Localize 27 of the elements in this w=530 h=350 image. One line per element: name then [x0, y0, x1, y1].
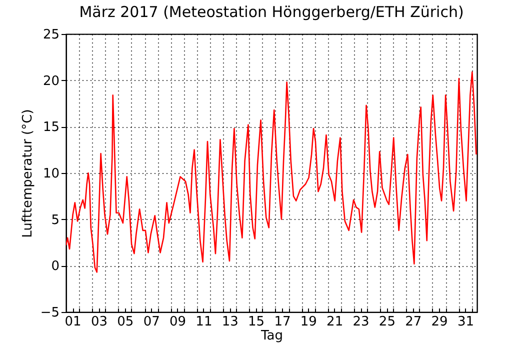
x-tick-label: 25: [378, 314, 396, 330]
x-tick-label: 15: [248, 314, 265, 330]
x-tick-label: 27: [405, 314, 422, 330]
x-tick-label: 23: [352, 314, 370, 330]
x-axis-title: Tag: [260, 328, 284, 344]
y-tick-label: 15: [42, 120, 60, 136]
y-tick-label: 10: [42, 166, 60, 182]
x-tick-label: 11: [196, 314, 212, 330]
y-tick-label: −5: [40, 306, 60, 320]
y-tick-label: 20: [42, 74, 60, 89]
x-tick-label: 29: [431, 314, 448, 330]
x-tick-label: 03: [90, 314, 108, 330]
x-tick-label: 09: [169, 314, 186, 330]
line-series: [66, 71, 477, 273]
x-tick-label: 31: [457, 314, 474, 330]
y-tick-label: 5: [51, 212, 60, 228]
x-tick-label: 05: [117, 314, 134, 330]
x-tick-label: 01: [64, 314, 82, 330]
x-tick-label: 21: [326, 314, 344, 330]
y-axis-title: Lufttemperatur (°C): [20, 109, 36, 238]
chart-title: März 2017 (Meteostation Hönggerberg/ETH Zürich): [79, 3, 464, 21]
y-tick-label: 0: [51, 259, 60, 274]
x-tick-label: 07: [143, 314, 160, 330]
x-tick-label: 19: [300, 314, 317, 330]
x-tick-label: 17: [274, 314, 291, 330]
x-tick-label: 13: [222, 314, 238, 330]
y-tick-label: 25: [42, 28, 60, 42]
